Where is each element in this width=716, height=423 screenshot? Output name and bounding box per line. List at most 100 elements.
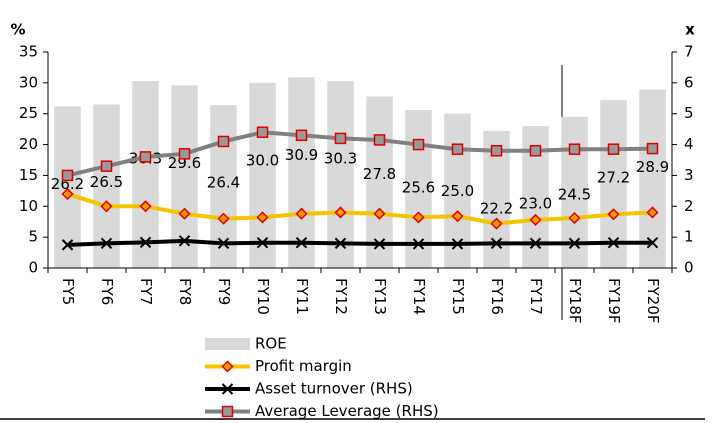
y-axis-label: % (10, 21, 25, 39)
y2-axis-label: x (685, 21, 695, 39)
bar (132, 81, 159, 269)
line-marker (607, 208, 620, 221)
line-marker (529, 213, 542, 226)
line-marker (490, 144, 503, 157)
x-tick-label: FY16 (488, 278, 506, 315)
legend-label: Asset turnover (RHS) (255, 380, 413, 398)
y-tick-label: 30 (19, 73, 38, 91)
x-tick-label: FY8 (176, 278, 194, 305)
line-marker (412, 138, 425, 151)
line-marker (334, 206, 347, 219)
line-marker (139, 236, 152, 249)
line-marker (412, 238, 425, 250)
line-marker (139, 151, 152, 163)
bar (288, 77, 315, 268)
line-marker (100, 237, 113, 250)
value-label: 26.2 (51, 175, 84, 193)
line-marker (646, 236, 659, 249)
legend-marker (221, 360, 234, 373)
line-marker (529, 144, 542, 157)
bar (54, 106, 81, 269)
line-marker (295, 236, 308, 249)
x-tick-label: FY14 (410, 278, 428, 315)
x-tick-label: FY18F (566, 278, 584, 324)
bar (405, 110, 432, 268)
value-label: 24.5 (558, 185, 591, 203)
value-label: 25.0 (441, 182, 474, 200)
line-marker (256, 126, 269, 138)
line-marker (217, 212, 230, 225)
bar (600, 100, 627, 268)
y2-tick-label: 3 (684, 166, 694, 184)
legend-marker (221, 405, 234, 418)
y2-tick-label: 5 (684, 104, 694, 122)
y-tick-label: 15 (19, 166, 38, 184)
x-tick-label: FY6 (98, 278, 116, 305)
x-tick-label: FY11 (293, 278, 311, 315)
bar (249, 82, 276, 268)
line-marker (490, 237, 503, 250)
value-label: 22.2 (480, 199, 513, 217)
line-marker (607, 143, 620, 155)
line-marker (256, 211, 269, 224)
value-label: 30.0 (246, 151, 279, 169)
line-marker (490, 217, 503, 230)
y2-tick-label: 4 (684, 135, 694, 153)
line-marker (646, 206, 659, 219)
x-tick-label: FY10 (254, 278, 272, 315)
line (67, 130, 653, 178)
line-marker (607, 236, 620, 249)
line-marker (295, 129, 308, 142)
bar (171, 85, 198, 268)
y2-tick-label: 6 (684, 73, 694, 91)
legend-label: Profit margin (255, 357, 352, 375)
line-marker (61, 239, 74, 251)
x-tick-label: FY17 (527, 278, 545, 315)
line-marker (139, 200, 152, 213)
value-label: 27.8 (363, 165, 396, 183)
line-marker (412, 211, 425, 224)
x-tick-label: FY5 (59, 278, 77, 305)
line-marker (256, 236, 269, 249)
y-tick-label: 5 (28, 228, 38, 246)
line-marker (451, 210, 464, 223)
line-marker (217, 135, 230, 148)
y-tick-label: 35 (19, 43, 38, 61)
legend-label: ROE (255, 335, 287, 353)
value-label: 30.3 (324, 150, 357, 168)
bar (366, 96, 393, 268)
x-tick-label: FY12 (332, 278, 350, 315)
line-marker (334, 132, 347, 145)
x-tick-label: FY13 (371, 278, 389, 315)
line-marker (178, 148, 191, 160)
x-tick-label: FY7 (137, 278, 155, 305)
value-label: 26.4 (207, 174, 240, 192)
line-marker (373, 134, 386, 146)
y-tick-label: 0 (28, 259, 38, 277)
y2-tick-label: 1 (684, 228, 694, 246)
value-label: 28.9 (636, 158, 669, 176)
line (66, 192, 653, 226)
x-tick-label: FY19F (605, 278, 623, 324)
y2-tick-label: 0 (684, 259, 694, 277)
y-tick-label: 20 (19, 135, 38, 153)
line-marker (451, 143, 464, 155)
x-tick-label: FY15 (449, 278, 467, 315)
line-marker (334, 237, 347, 250)
line (67, 238, 653, 247)
line-marker (568, 237, 581, 250)
line-marker (373, 238, 386, 250)
value-label: 23.0 (519, 195, 552, 213)
x-tick-label: FY20F (644, 278, 662, 324)
line-marker (178, 235, 191, 247)
y-tick-label: 25 (19, 104, 38, 122)
line-marker (295, 207, 308, 220)
line-marker (529, 237, 542, 250)
bar (327, 81, 354, 269)
line-marker (100, 200, 113, 213)
line-marker (451, 238, 464, 250)
value-label: 29.6 (168, 154, 201, 172)
line-marker (178, 207, 191, 220)
line-marker (61, 169, 74, 182)
y2-tick-label: 7 (684, 43, 694, 61)
